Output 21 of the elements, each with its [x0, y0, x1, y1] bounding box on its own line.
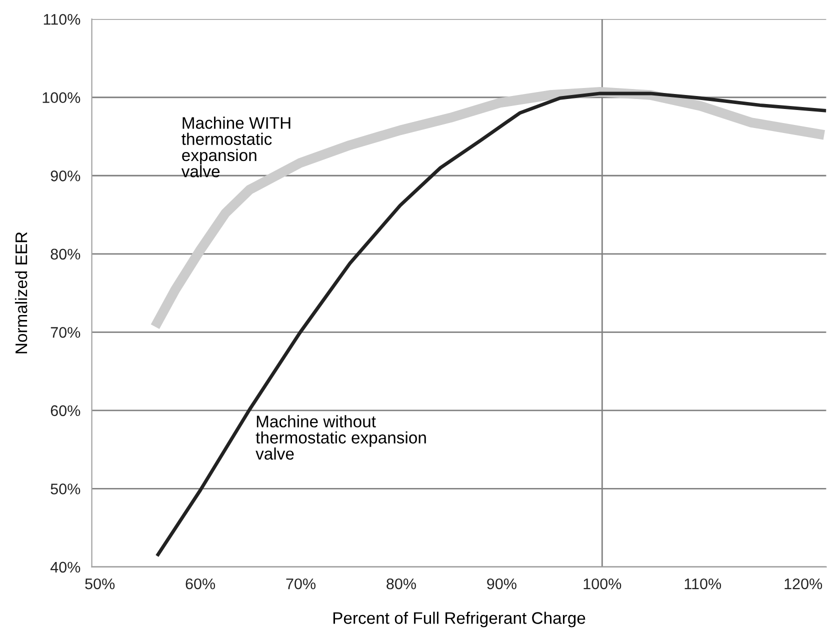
y-tick-label: 70%	[50, 327, 80, 338]
x-tick-label: 120%	[784, 578, 822, 590]
line-series	[155, 92, 826, 558]
x-tick-label: 50%	[85, 578, 115, 590]
series-label: Machine without thermostatic expansion valve	[256, 415, 426, 460]
series-label: Machine WITH thermostatic expansion valve	[181, 116, 290, 178]
y-tick-label: 80%	[50, 248, 80, 260]
y-axis-title: Normalized EER	[14, 232, 28, 354]
y-tick-label: 50%	[50, 484, 80, 494]
x-tick-label: 100%	[584, 578, 622, 590]
x-tick-label: 70%	[286, 578, 316, 590]
y-tick-label: 110%	[44, 14, 80, 25]
x-axis-title: Percent of Full Refrigerant Charge	[333, 612, 586, 628]
y-tick-label: 90%	[50, 170, 80, 182]
x-tick-label: 90%	[487, 578, 516, 590]
y-tick-label: 40%	[50, 562, 80, 573]
y-tick-label: 60%	[50, 405, 80, 416]
y-tick-label: 100%	[42, 92, 80, 104]
x-tick-label: 80%	[386, 578, 416, 590]
x-tick-label: 60%	[186, 578, 216, 590]
x-tick-label: 110%	[684, 578, 722, 590]
